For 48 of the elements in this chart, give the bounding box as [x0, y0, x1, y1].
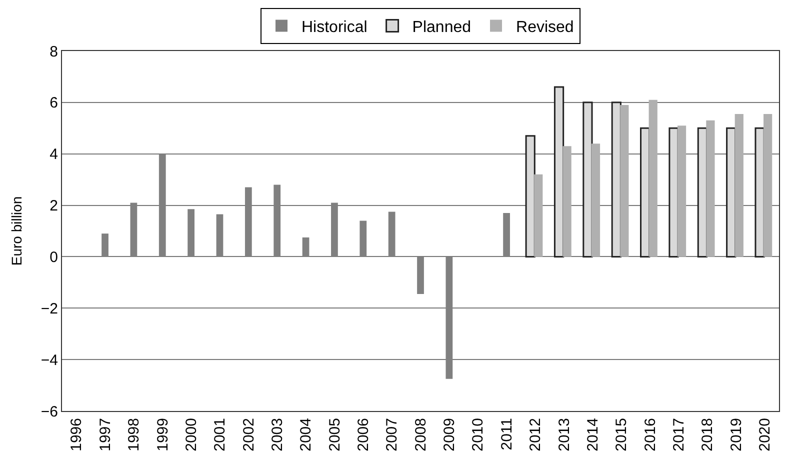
x-tick-label: 2017 — [670, 418, 688, 452]
bar — [764, 114, 772, 257]
bar — [620, 105, 629, 257]
x-tick-label: 1996 — [68, 418, 86, 452]
x-tick-label: 2019 — [728, 418, 745, 452]
x-tick-label: 2000 — [182, 418, 200, 452]
x-tick-label: 2014 — [584, 418, 602, 452]
x-tick-label: 2013 — [556, 418, 573, 452]
x-tick-label: 2009 — [441, 418, 458, 452]
x-tick-label: 2006 — [355, 418, 372, 452]
y-tick-label: −2 — [40, 300, 58, 318]
x-tick-label: 2001 — [212, 418, 229, 452]
legend-label: Historical — [302, 18, 368, 36]
x-tick-label: 2008 — [412, 418, 430, 452]
y-tick-label: −4 — [40, 352, 58, 369]
y-tick-label: 6 — [50, 94, 58, 112]
x-tick-label: 2016 — [642, 418, 659, 452]
y-tick-label: −6 — [40, 403, 58, 420]
x-tick-label: 2004 — [298, 418, 315, 452]
y-tick-label: 0 — [50, 248, 58, 266]
legend-label: Planned — [412, 18, 472, 36]
bar — [706, 120, 715, 257]
bar — [734, 114, 744, 257]
x-tick-label: 2003 — [268, 418, 286, 452]
x-tick-label: 2011 — [498, 418, 516, 450]
bar — [582, 102, 593, 258]
x-tick-label: 2018 — [699, 418, 716, 452]
x-tick-label: 1999 — [154, 418, 172, 452]
y-tick-label: 4 — [50, 146, 58, 164]
bar — [591, 144, 600, 257]
y-tick-label: 2 — [50, 198, 58, 215]
x-tick-label: 1997 — [96, 418, 114, 452]
x-tick-label: 2010 — [470, 418, 487, 452]
x-tick-label: 2012 — [527, 418, 544, 452]
bar — [554, 86, 564, 258]
x-tick-label: 1998 — [126, 418, 143, 452]
x-tick-label: 2015 — [613, 418, 630, 452]
bar — [534, 174, 543, 257]
x-tick-label: 2005 — [326, 418, 344, 452]
x-tick-label: 2020 — [756, 418, 774, 452]
x-tick-label: 2002 — [240, 418, 258, 452]
x-tick-label: 2007 — [384, 418, 401, 452]
bar — [562, 146, 572, 257]
bar — [648, 100, 658, 257]
y-axis-title: Euro billion — [8, 196, 24, 266]
bar — [677, 126, 686, 257]
y-tick-label: 8 — [50, 43, 58, 60]
legend-label: Revised — [516, 18, 574, 36]
